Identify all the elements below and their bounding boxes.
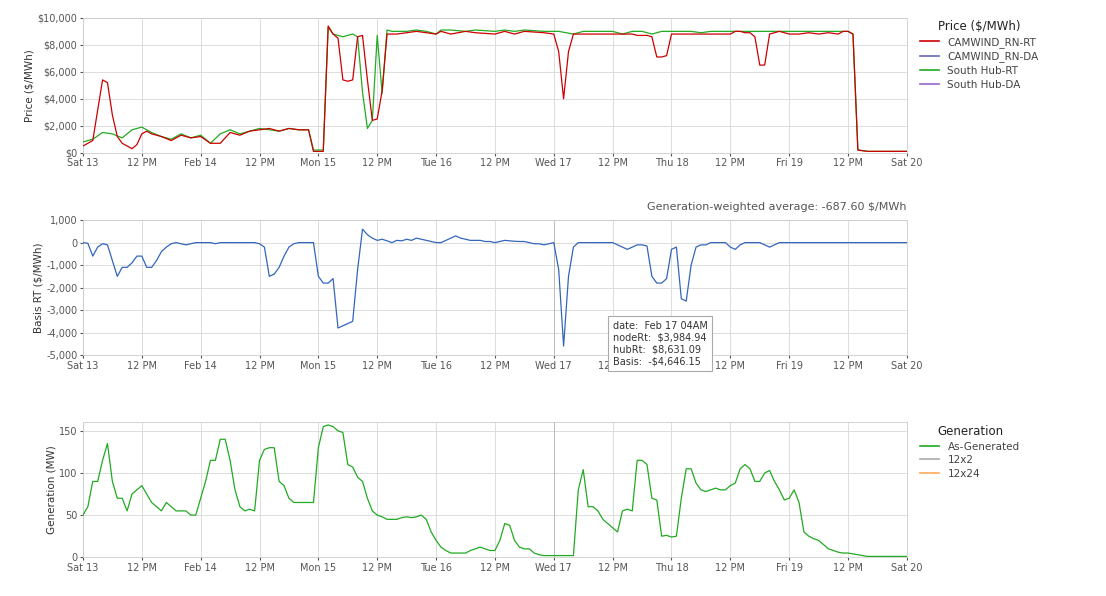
Text: date:  Feb 17 04AM
nodeRt:  $3,984.94
hubRt:  $8,631.09
Basis:  -$4,646.15: date: Feb 17 04AM nodeRt: $3,984.94 hubR…	[613, 321, 708, 366]
Legend: CAMWIND_RN-RT, CAMWIND_RN-DA, South Hub-RT, South Hub-DA: CAMWIND_RN-RT, CAMWIND_RN-DA, South Hub-…	[920, 20, 1039, 90]
Y-axis label: Generation (MW): Generation (MW)	[46, 445, 56, 534]
Y-axis label: Basis RT ($/MWh): Basis RT ($/MWh)	[33, 243, 43, 333]
Y-axis label: Price ($/MWh): Price ($/MWh)	[24, 49, 34, 122]
Text: Generation-weighted average: -687.60 $/MWh: Generation-weighted average: -687.60 $/M…	[647, 202, 907, 212]
Legend: As-Generated, 12x2, 12x24: As-Generated, 12x2, 12x24	[920, 425, 1020, 479]
